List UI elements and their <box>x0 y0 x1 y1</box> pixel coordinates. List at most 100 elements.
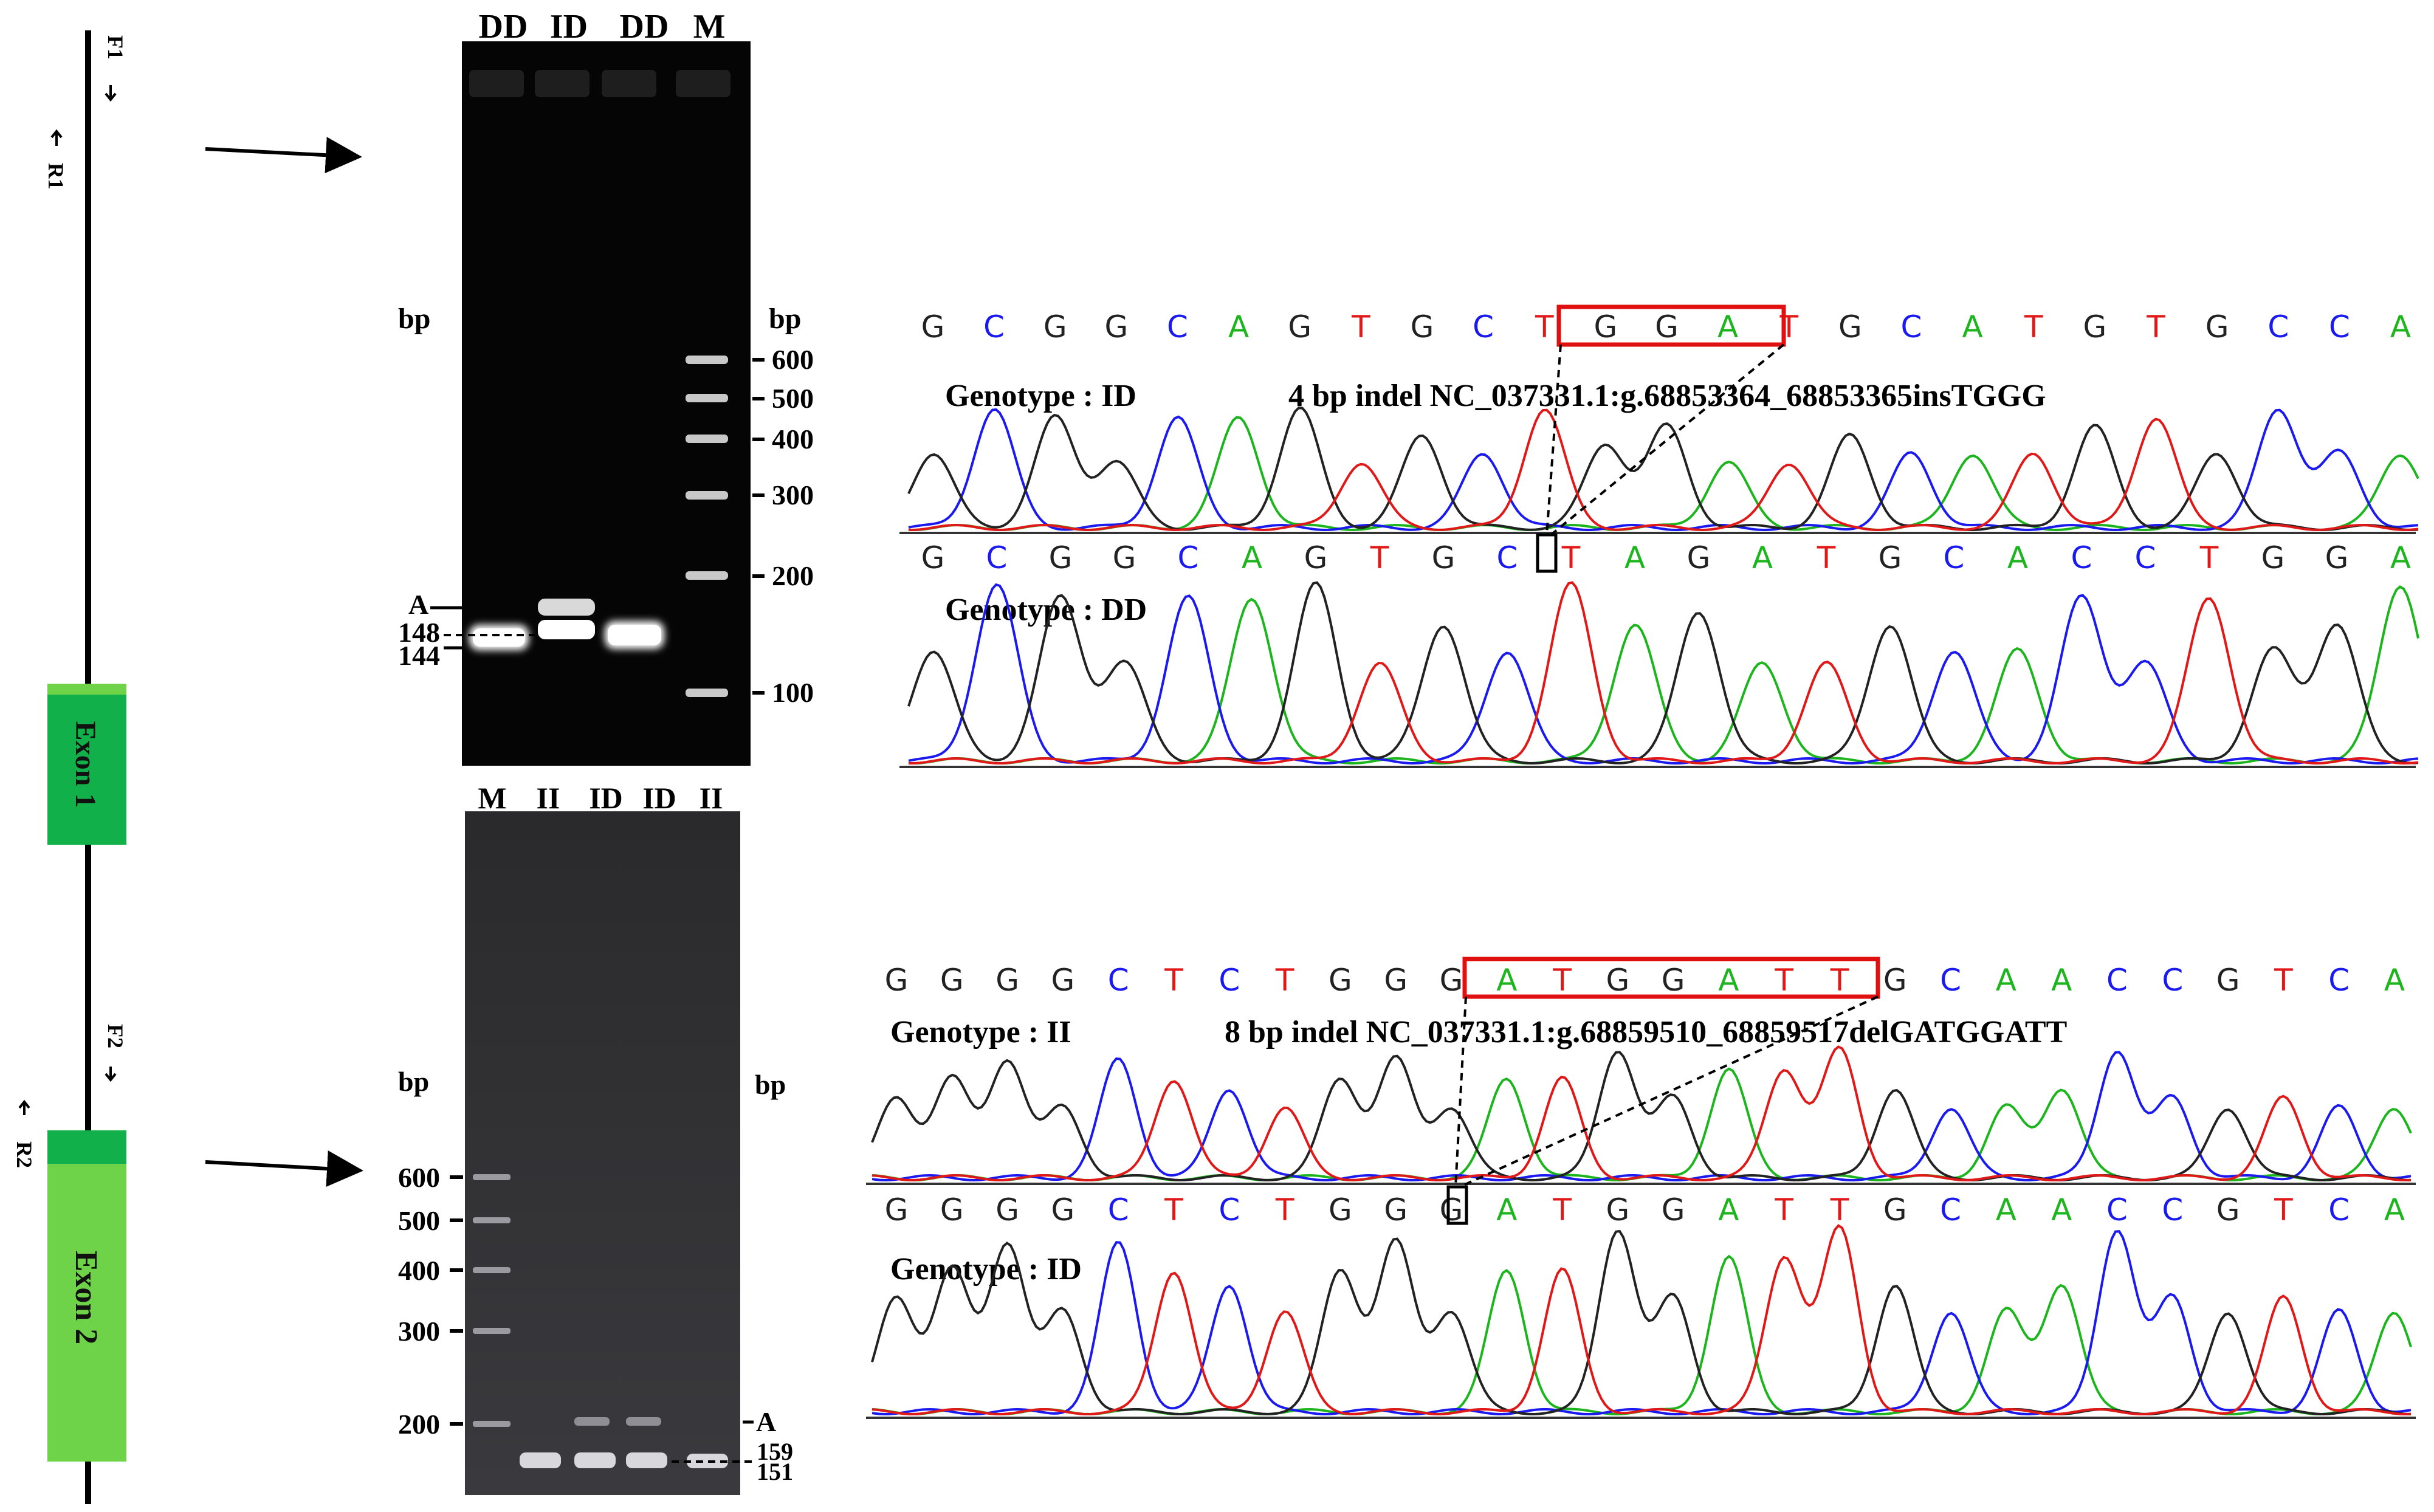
base-call: A <box>2007 540 2028 576</box>
gel-bottom-lane-3: ID <box>589 781 623 815</box>
base-call: C <box>1497 540 1518 576</box>
primer-r2-label: R2 <box>12 1141 36 1168</box>
gel-bottom-band-a: A <box>756 1406 776 1437</box>
base-call: T <box>2024 309 2043 345</box>
gel-top-lane-4: M <box>693 8 726 46</box>
pointer-arrow-top <box>205 137 362 174</box>
gel-bottom-ladder-300: 300 <box>398 1316 440 1347</box>
chrom-top-trace-1 <box>907 407 2419 532</box>
trace-t <box>871 1224 2412 1416</box>
base-call: G <box>1043 309 1067 345</box>
base-call: G <box>2083 309 2107 345</box>
trace-g <box>871 1051 2412 1182</box>
base-call: C <box>1178 540 1199 576</box>
gel-bottom-ladder <box>473 1174 511 1427</box>
base-call: T <box>1370 540 1389 576</box>
base-call: G <box>940 1192 964 1228</box>
base-call: C <box>2162 1192 2183 1228</box>
base-call: A <box>2390 309 2411 345</box>
gel-bottom-band-159: 159 <box>757 1438 793 1465</box>
trace-a <box>908 416 2419 532</box>
gel-bottom-ladder-ticks <box>450 1175 463 1426</box>
gel-top-lane-2: ID <box>550 8 588 46</box>
gel-bottom-image <box>465 811 740 1495</box>
base-call: G <box>1606 1192 1630 1228</box>
base-call: G <box>1288 309 1312 345</box>
trace-a <box>871 1067 2412 1182</box>
base-call: A <box>1624 540 1645 576</box>
gel-bottom-bands <box>520 1452 728 1468</box>
gel-top-ladder-400: 400 <box>772 424 814 455</box>
gel-top-ladder <box>686 356 728 697</box>
gel-bottom-ladder-500: 500 <box>398 1205 440 1236</box>
chrom-top-gap-box <box>1536 533 1558 573</box>
base-call: G <box>1687 540 1711 576</box>
primer-f1-arrow <box>105 85 117 102</box>
base-call: G <box>1051 1192 1075 1228</box>
base-call: G <box>2216 963 2240 998</box>
gel-top-ladder-500: 500 <box>772 383 814 414</box>
trace-g <box>907 407 2419 532</box>
base-call: T <box>1275 1192 1294 1228</box>
base-call: C <box>2071 540 2092 576</box>
gel-bottom-ladder-200: 200 <box>398 1409 440 1440</box>
chrom-bottom-trace-2 <box>871 1224 2412 1416</box>
gel-top-band-144: 144 <box>398 640 440 671</box>
base-call: T <box>2274 1192 2293 1228</box>
trace-c <box>871 1051 2412 1182</box>
base-call: A <box>2384 1192 2405 1228</box>
gene-map: Exon 1 Exon 2 F1 R1 F2 R2 <box>12 30 363 1504</box>
base-call: A <box>1718 1192 1739 1228</box>
base-call: G <box>1838 309 1862 345</box>
trace-g <box>907 581 2419 765</box>
base-call: C <box>986 540 1008 576</box>
base-call: G <box>1440 1192 1463 1228</box>
base-call: A <box>1718 963 1739 998</box>
base-call: T <box>2274 963 2293 998</box>
trace-t <box>908 408 2419 532</box>
chrom-bottom-trace-1 <box>871 1045 2412 1182</box>
gel-bottom-unit-right: bp <box>755 1069 786 1100</box>
chrom-top-indel-label: 4 bp indel NC_037331.1:g.68853364_688533… <box>1288 379 2046 413</box>
base-call: A <box>1496 1192 1517 1228</box>
base-call: G <box>1883 963 1907 998</box>
chrom-bottom-genotype-2: Genotype : ID <box>890 1252 1082 1287</box>
base-call: C <box>1944 540 1965 576</box>
trace-t <box>871 1045 2412 1182</box>
base-call: T <box>2199 540 2219 576</box>
base-call: A <box>2384 963 2405 998</box>
base-call: G <box>885 1192 909 1228</box>
trace-c <box>871 1230 2412 1416</box>
base-call: C <box>1108 963 1129 998</box>
base-call: T <box>2146 309 2165 345</box>
base-call: C <box>1167 309 1188 345</box>
exon-1-label: Exon 1 <box>69 721 101 808</box>
base-call: G <box>1113 540 1136 576</box>
base-call: G <box>1329 1192 1352 1228</box>
base-call: T <box>1774 963 1793 998</box>
base-call: T <box>1830 1192 1849 1228</box>
gel-top-unit-left: bp <box>398 303 430 335</box>
base-call: C <box>2106 1192 2128 1228</box>
base-call: T <box>1535 309 1554 345</box>
gel-bottom-ladder-400: 400 <box>398 1255 440 1286</box>
base-call: G <box>1384 963 1408 998</box>
gel-bottom: M II ID ID II bp bp 600 500 400 300 200 … <box>398 781 793 1495</box>
base-call: T <box>1817 540 1836 576</box>
chrom-top-genotype-1: Genotype : ID <box>945 379 1136 413</box>
base-call: T <box>1275 963 1294 998</box>
base-call: T <box>1552 963 1572 998</box>
base-call: T <box>1351 309 1370 345</box>
base-call: G <box>2325 540 2349 576</box>
base-call: T <box>1774 1192 1793 1228</box>
gel-bottom-lane-1: M <box>478 781 506 815</box>
pointer-arrow-bottom <box>205 1150 363 1187</box>
base-call: C <box>2328 963 2350 998</box>
base-call: G <box>1655 309 1679 345</box>
base-call: G <box>995 963 1019 998</box>
base-call: A <box>2051 963 2072 998</box>
base-call: G <box>1051 963 1075 998</box>
